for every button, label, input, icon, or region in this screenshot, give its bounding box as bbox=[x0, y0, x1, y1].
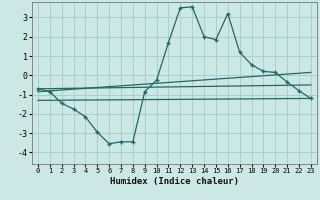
X-axis label: Humidex (Indice chaleur): Humidex (Indice chaleur) bbox=[110, 177, 239, 186]
